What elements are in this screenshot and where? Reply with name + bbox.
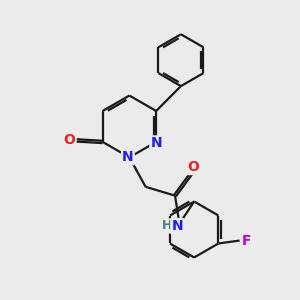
Text: H: H: [162, 220, 172, 232]
Text: F: F: [241, 233, 251, 248]
Text: N: N: [150, 136, 162, 150]
Text: N: N: [122, 150, 134, 164]
Text: N: N: [171, 219, 183, 233]
Text: O: O: [187, 160, 199, 174]
Text: O: O: [64, 134, 76, 147]
